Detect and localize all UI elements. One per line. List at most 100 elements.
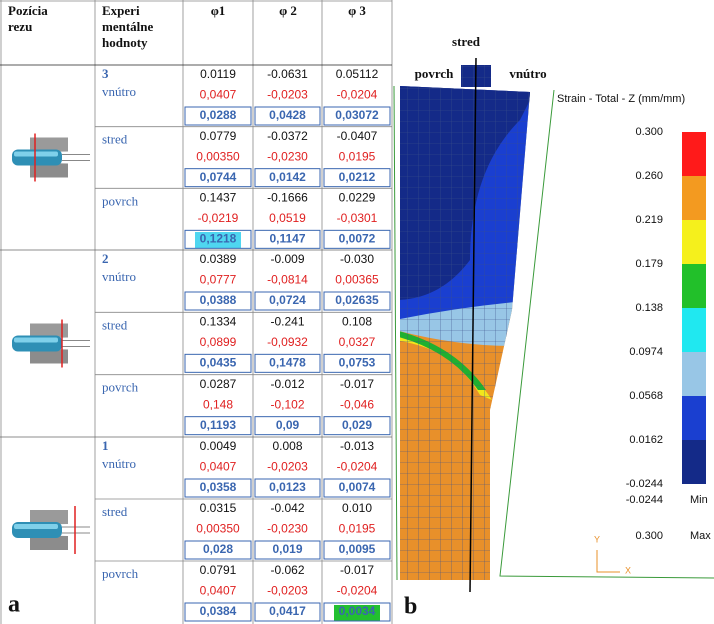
cell-value: 0.05112 <box>336 67 379 81</box>
cell-value: 0.0287 <box>200 377 237 391</box>
cell-value: 0,00350 <box>196 149 240 163</box>
label-inner: vnútro <box>509 66 546 81</box>
axis-x: X <box>625 565 631 575</box>
cell-value: -0.009 <box>270 252 304 266</box>
cell-value: 0,0212 <box>339 170 376 184</box>
outline <box>394 86 397 580</box>
cell-value: -0,0301 <box>337 211 378 225</box>
legend: 0.3000.2600.2190.1790.1380.09740.05680.0… <box>626 126 706 490</box>
cell-value: 0,0142 <box>269 170 306 184</box>
legend-title: Strain - Total - Z (mm/mm) <box>557 93 685 105</box>
cell-value: 0,0428 <box>269 108 306 122</box>
cell-value: 0,0899 <box>200 335 237 349</box>
position: povrch <box>102 193 139 208</box>
cell-value: 0,0123 <box>269 480 306 494</box>
cell-value: 0,0288 <box>200 108 237 122</box>
cell-value: -0,046 <box>340 397 374 411</box>
cut-icon <box>12 510 90 550</box>
mesh-body <box>395 80 540 585</box>
cell-value: -0.241 <box>270 315 304 329</box>
cell-value: 0,0072 <box>339 232 376 246</box>
cell-value: 0,148 <box>203 397 233 411</box>
min-label: Min <box>690 494 708 506</box>
cell-value: 0,0074 <box>339 480 376 494</box>
cell-value: 0,029 <box>342 418 372 432</box>
max-value: 0.300 <box>635 530 663 542</box>
cell-value: -0,0203 <box>267 584 308 598</box>
cell-value: 0,03072 <box>335 108 379 122</box>
position: povrch <box>102 566 139 581</box>
cell-value: 0,0358 <box>200 480 237 494</box>
cell-value: 0.0049 <box>200 439 237 453</box>
cell-value: 0,02635 <box>335 293 379 307</box>
cell-value: 0,0777 <box>200 273 237 287</box>
cell-value: -0,0203 <box>267 460 308 474</box>
legend-band <box>682 176 706 220</box>
cell-value: 0,0753 <box>339 356 376 370</box>
cell-value: 0,0744 <box>200 170 237 184</box>
label-center: stred <box>452 34 481 49</box>
axes-icon <box>597 550 620 572</box>
legend-band <box>682 440 706 484</box>
cell-value: -0.1666 <box>267 191 308 205</box>
cell-value: -0.062 <box>270 563 304 577</box>
cell-value: 0.0229 <box>339 191 376 205</box>
cell-value: 0,0327 <box>339 335 376 349</box>
cell-value: 0.008 <box>272 439 302 453</box>
label-surface: povrch <box>415 66 455 81</box>
cell-value: 0,0407 <box>200 460 237 474</box>
cell-value: 0.0779 <box>200 129 237 143</box>
cell-value: 0.010 <box>342 501 372 515</box>
column-header: φ1 <box>211 3 226 18</box>
cell-value: -0,0204 <box>337 460 378 474</box>
position: vnútro <box>102 84 136 99</box>
legend-value: 0.219 <box>635 214 663 226</box>
position: vnútro <box>102 269 136 284</box>
cell-value: -0.017 <box>340 377 374 391</box>
legend-value: 0.0974 <box>629 346 663 358</box>
legend-value: -0.0244 <box>626 478 663 490</box>
axis-y: Y <box>594 534 600 544</box>
cell-value: 0,0388 <box>200 293 237 307</box>
position: stred <box>102 132 128 147</box>
cell-value: -0,102 <box>270 397 304 411</box>
cell-value: -0,0932 <box>267 335 308 349</box>
cell-value: -0,0204 <box>337 584 378 598</box>
legend-value: 0.138 <box>635 302 663 314</box>
cell-value: 0,00350 <box>196 522 240 536</box>
legend-value: 0.300 <box>635 126 663 138</box>
cell-value: 0,0407 <box>200 88 237 102</box>
cell-value: 0.1334 <box>200 315 237 329</box>
cell-value: -0.017 <box>340 563 374 577</box>
cell-value: 0,0384 <box>200 604 237 618</box>
cell-value: 0,0724 <box>269 293 306 307</box>
cut-icon <box>12 324 90 364</box>
cell-value: -0,0219 <box>198 211 239 225</box>
legend-value: 0.0162 <box>629 434 663 446</box>
column-header: φ 2 <box>279 3 297 18</box>
cell-value: -0,0230 <box>267 522 308 536</box>
cell-value: 0.0389 <box>200 252 237 266</box>
legend-band <box>682 132 706 176</box>
position: vnútro <box>102 456 136 471</box>
cell-value: 0,0519 <box>269 211 306 225</box>
section-number: 2 <box>102 251 109 266</box>
cut-icon <box>12 138 90 178</box>
legend-band <box>682 308 706 352</box>
cell-value: 0.1437 <box>200 191 237 205</box>
legend-band <box>682 220 706 264</box>
panel-label: a <box>8 592 20 618</box>
cell-value: 0,00365 <box>335 273 379 287</box>
cell-value: -0,0204 <box>337 88 378 102</box>
cell-value: -0.030 <box>340 252 374 266</box>
cell-value: 0,09 <box>276 418 300 432</box>
cell-value: 0,1193 <box>200 418 236 432</box>
cell-value: -0.042 <box>270 501 304 515</box>
legend-band <box>682 396 706 440</box>
cell-value: -0.0407 <box>337 129 378 143</box>
cell-value: 0.0791 <box>200 563 237 577</box>
section-number: 1 <box>102 438 109 453</box>
cell-value: 0,0034 <box>339 604 376 618</box>
table: PozíciarezuExperimentálnehodnotyφ1φ 2φ 3… <box>0 0 392 624</box>
